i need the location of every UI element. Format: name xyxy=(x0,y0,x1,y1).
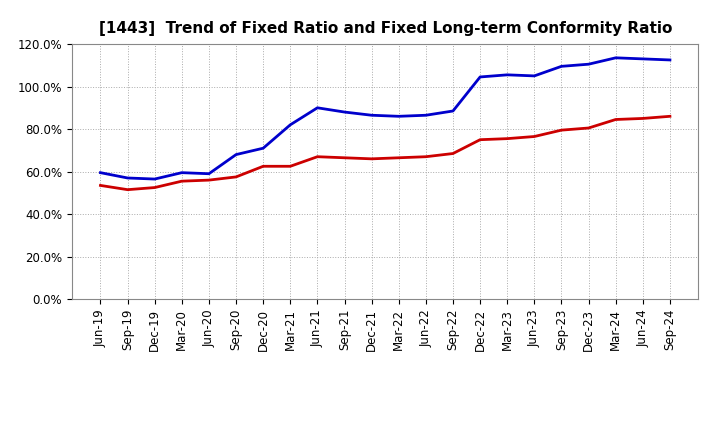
Fixed Ratio xyxy=(96,170,105,175)
Fixed Long-term Conformity Ratio xyxy=(503,136,511,141)
Line: Fixed Long-term Conformity Ratio: Fixed Long-term Conformity Ratio xyxy=(101,116,670,190)
Fixed Long-term Conformity Ratio xyxy=(395,155,403,161)
Fixed Long-term Conformity Ratio xyxy=(611,117,620,122)
Fixed Long-term Conformity Ratio xyxy=(150,185,159,190)
Fixed Long-term Conformity Ratio xyxy=(286,164,294,169)
Fixed Ratio xyxy=(313,105,322,110)
Fixed Long-term Conformity Ratio xyxy=(123,187,132,192)
Fixed Long-term Conformity Ratio xyxy=(665,114,674,119)
Fixed Ratio xyxy=(530,73,539,78)
Fixed Ratio xyxy=(557,64,566,69)
Fixed Long-term Conformity Ratio xyxy=(341,155,349,161)
Fixed Ratio xyxy=(476,74,485,80)
Fixed Ratio xyxy=(665,57,674,62)
Fixed Ratio xyxy=(449,108,457,114)
Fixed Ratio xyxy=(639,56,647,62)
Fixed Ratio xyxy=(150,176,159,182)
Fixed Long-term Conformity Ratio xyxy=(313,154,322,159)
Legend: Fixed Ratio, Fixed Long-term Conformity Ratio: Fixed Ratio, Fixed Long-term Conformity … xyxy=(179,439,592,440)
Fixed Long-term Conformity Ratio xyxy=(204,177,213,183)
Fixed Ratio xyxy=(421,113,430,118)
Fixed Long-term Conformity Ratio xyxy=(232,174,240,180)
Fixed Long-term Conformity Ratio xyxy=(584,125,593,131)
Fixed Long-term Conformity Ratio xyxy=(476,137,485,142)
Line: Fixed Ratio: Fixed Ratio xyxy=(101,58,670,179)
Fixed Ratio xyxy=(204,171,213,176)
Fixed Ratio xyxy=(286,122,294,128)
Fixed Ratio xyxy=(178,170,186,175)
Fixed Ratio xyxy=(503,72,511,77)
Fixed Ratio xyxy=(584,62,593,67)
Fixed Ratio xyxy=(395,114,403,119)
Fixed Ratio xyxy=(123,175,132,180)
Fixed Ratio xyxy=(611,55,620,60)
Fixed Long-term Conformity Ratio xyxy=(259,164,268,169)
Fixed Long-term Conformity Ratio xyxy=(178,179,186,184)
Fixed Long-term Conformity Ratio xyxy=(96,183,105,188)
Fixed Ratio xyxy=(259,146,268,151)
Fixed Ratio xyxy=(232,152,240,157)
Fixed Long-term Conformity Ratio xyxy=(367,156,376,161)
Fixed Long-term Conformity Ratio xyxy=(557,128,566,133)
Fixed Long-term Conformity Ratio xyxy=(421,154,430,159)
Fixed Ratio xyxy=(341,110,349,115)
Title: [1443]  Trend of Fixed Ratio and Fixed Long-term Conformity Ratio: [1443] Trend of Fixed Ratio and Fixed Lo… xyxy=(99,21,672,36)
Fixed Long-term Conformity Ratio xyxy=(449,151,457,156)
Fixed Long-term Conformity Ratio xyxy=(639,116,647,121)
Fixed Ratio xyxy=(367,113,376,118)
Fixed Long-term Conformity Ratio xyxy=(530,134,539,139)
